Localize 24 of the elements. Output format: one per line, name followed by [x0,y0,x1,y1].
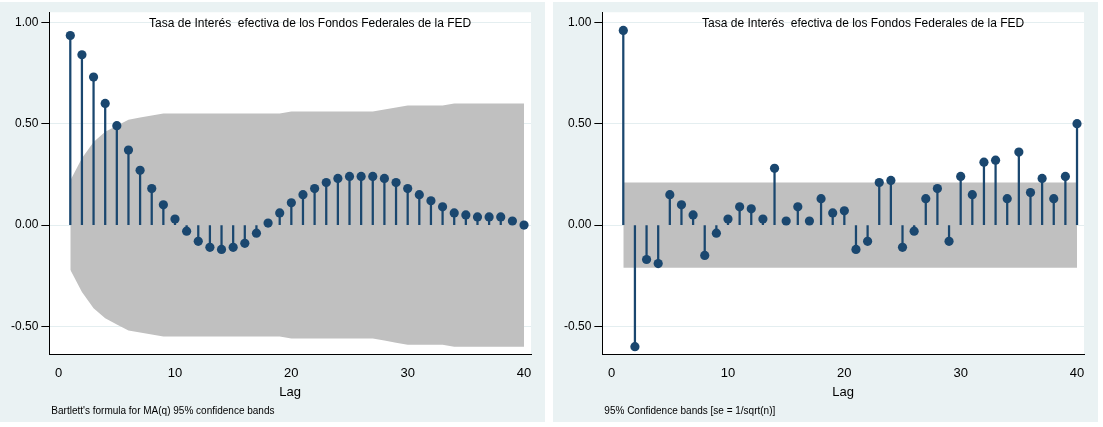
chart-title: Tasa de Interés efectiva de los Fondos Federales de la FED [702,15,1025,30]
y-tick-label: 0.50 [567,116,592,131]
chart-title: Tasa de Interés efectiva de los Fondos Federales de la FED [149,15,472,30]
x-tick-label: 0 [55,365,63,381]
x-tick-label: 0 [608,365,616,381]
x-tick-label: 10 [167,365,183,381]
y-tick-label: 1.00 [14,14,39,29]
text: 95% Confidence bands [se = 1/sqrt(n)] [604,404,776,416]
x-tick-label: 40 [516,365,532,381]
text: Bartlett's formula for MA(q) 95% confidence bands [51,404,275,416]
y-tick-label: -0.50 [10,318,39,333]
y-tick-label: -0.50 [563,318,592,333]
y-tick-label: 0.50 [14,116,39,131]
y-tick-label: 1.00 [567,14,592,29]
x-tick-label: 10 [720,365,736,381]
y-tick-label: 0.00 [14,217,39,232]
x-axis-title: Lag [279,383,302,399]
x-tick-label: 30 [400,365,415,381]
x-axis-title: Lag [832,383,855,399]
y-tick-label: 0.00 [567,217,592,232]
x-tick-label: 30 [953,365,968,381]
x-tick-label: 20 [284,365,299,381]
x-tick-label: 20 [837,365,852,381]
x-tick-label: 40 [1069,365,1085,381]
